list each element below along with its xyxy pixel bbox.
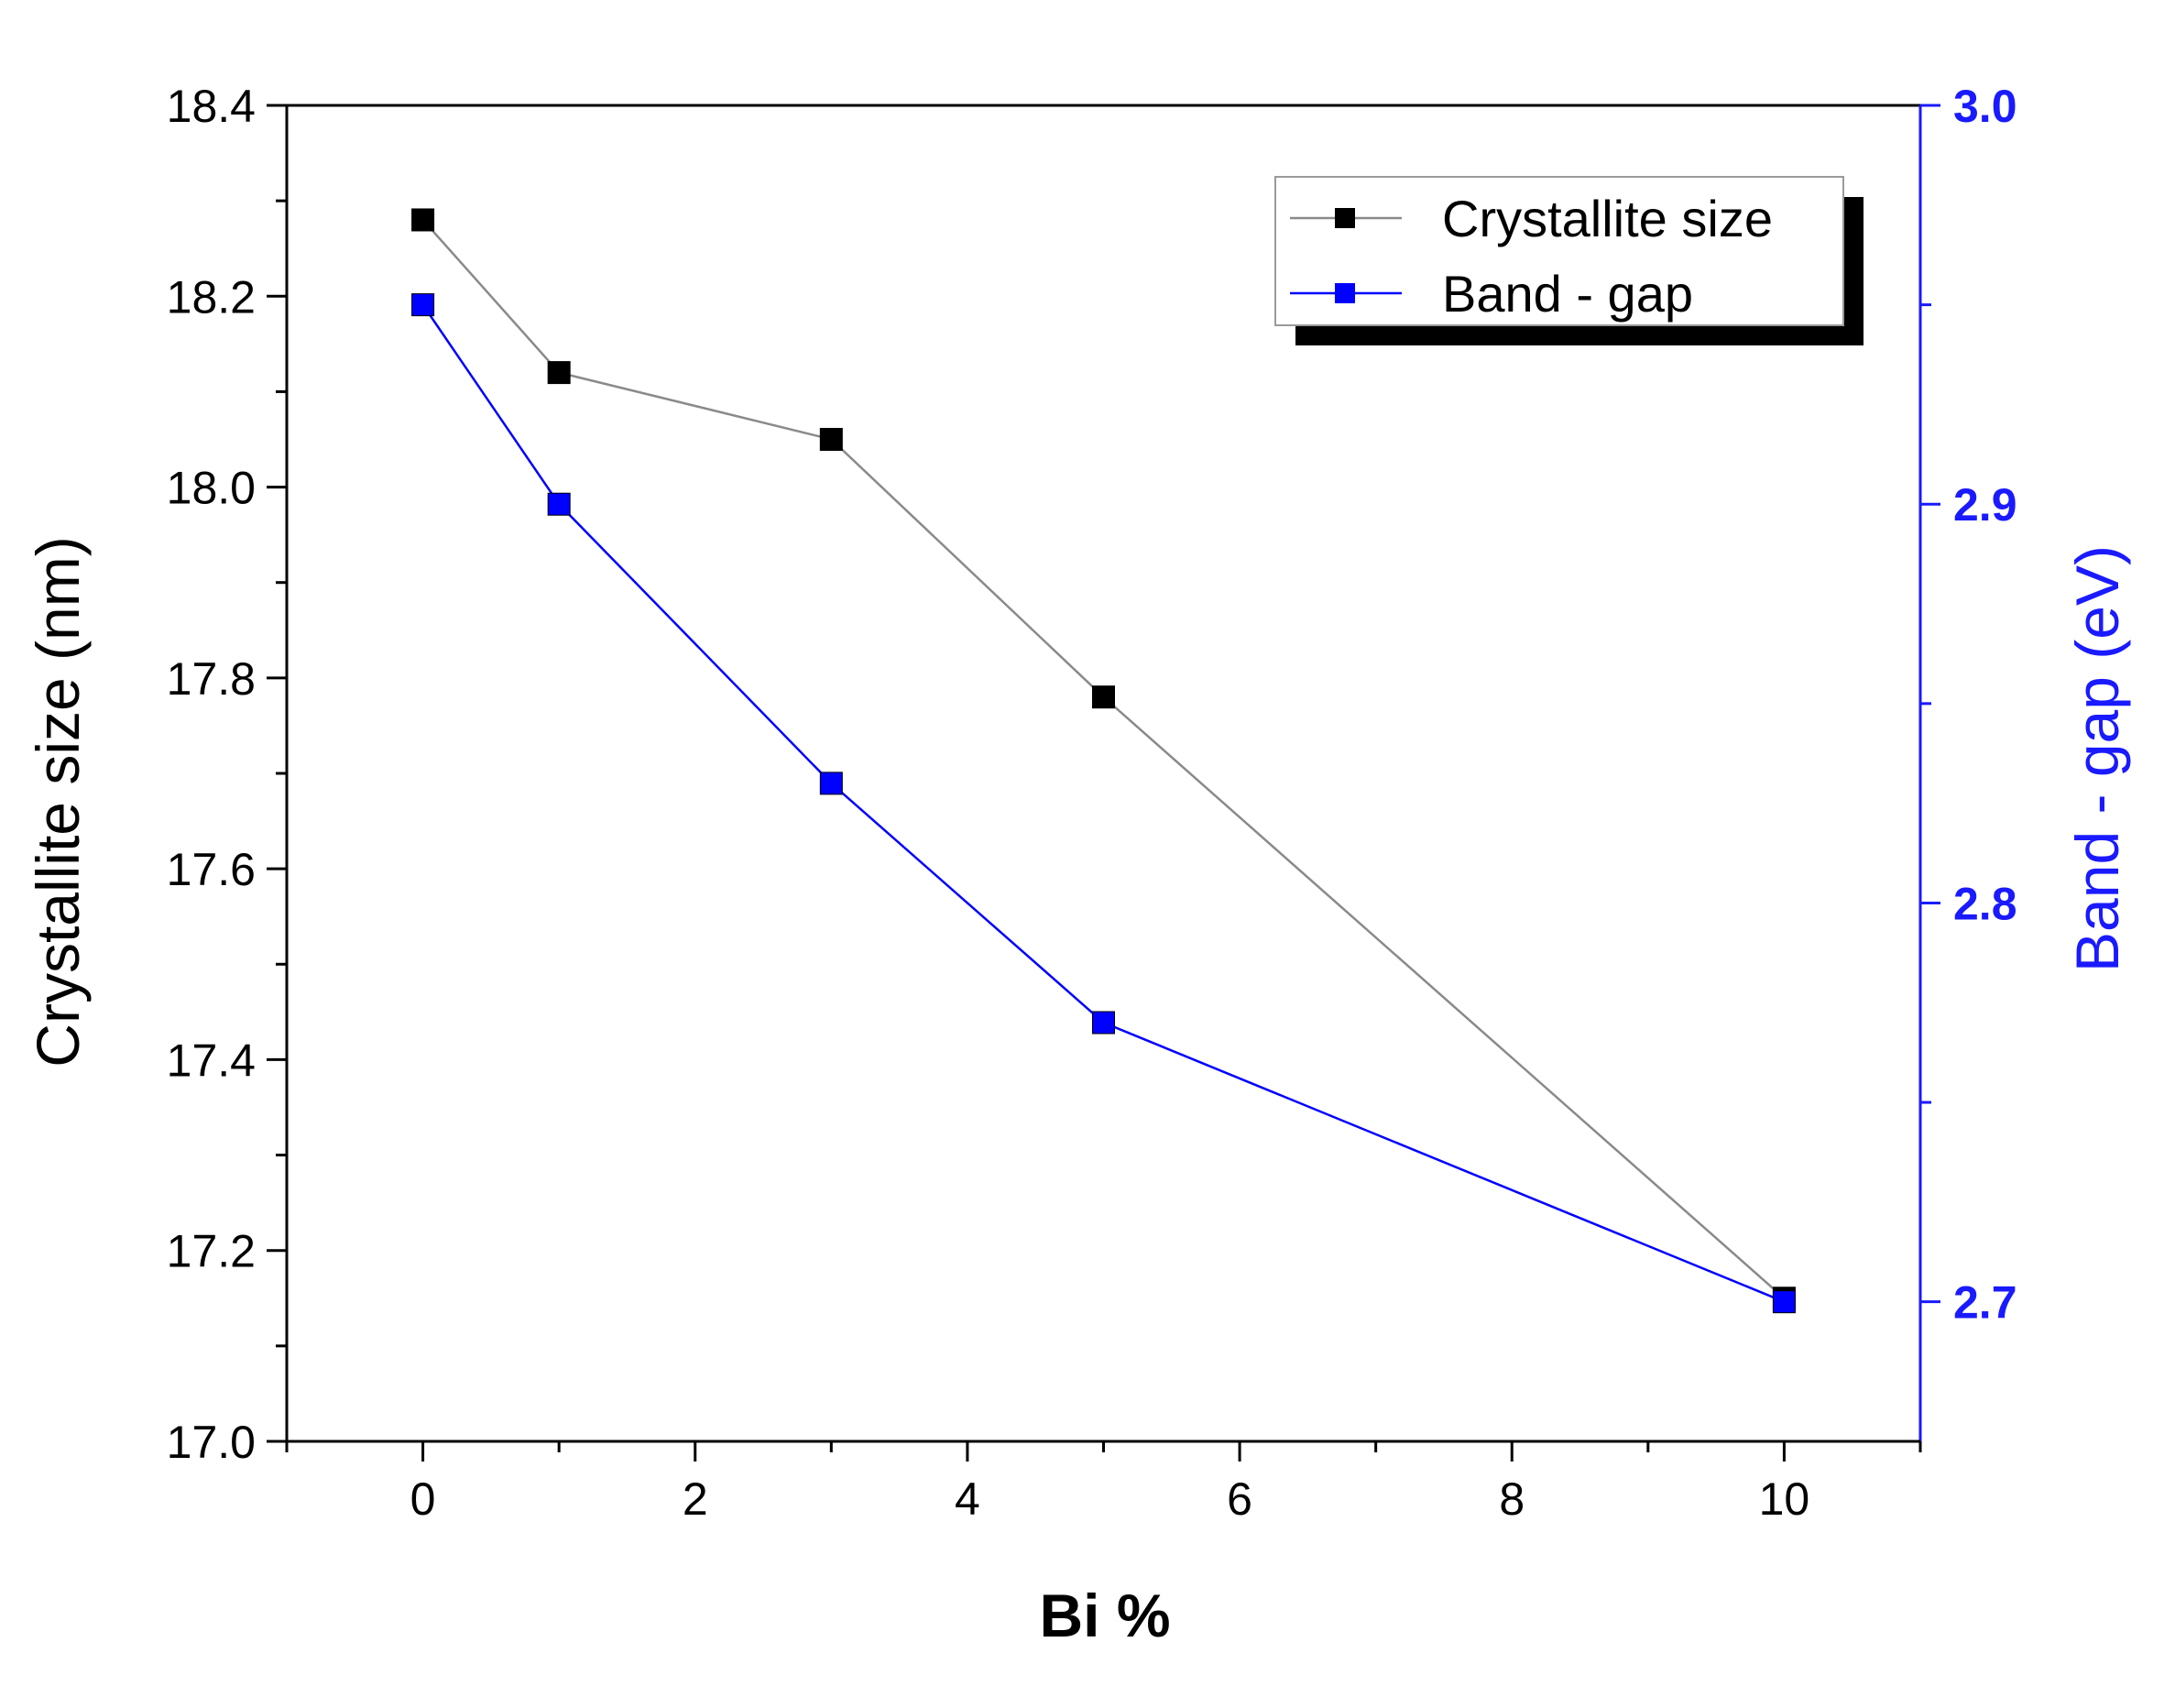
left-tick-label: 17.8 — [167, 653, 256, 705]
right-y-axis: 2.7 2.8 2.9 3.0 — [1918, 81, 2017, 1441]
band-gap-marker — [819, 772, 843, 795]
legend-box — [1274, 176, 1844, 326]
left-tick-label: 17.0 — [167, 1417, 256, 1468]
band-gap-marker — [1772, 1290, 1796, 1314]
right-tick-label: 2.9 — [1953, 479, 2017, 531]
x-tick-label: 8 — [1499, 1473, 1525, 1525]
left-y-axis-title: Crystallite size (nm) — [24, 536, 92, 1067]
crystallite-size-marker — [1092, 685, 1115, 709]
left-tick-label: 18.0 — [167, 463, 256, 514]
crystallite-size-marker — [819, 428, 843, 451]
left-tick-label: 18.2 — [167, 271, 256, 323]
x-tick-label: 2 — [683, 1473, 708, 1525]
band-gap-marker — [547, 492, 571, 516]
x-tick-label: 0 — [410, 1473, 436, 1525]
x-axis: 0 2 4 6 8 10 — [285, 1440, 1922, 1525]
legend-crystallite-size-label: Crystallite size — [1442, 190, 1773, 247]
right-y-axis-title: Band - gap (eV) — [2063, 545, 2131, 972]
right-tick-label: 2.8 — [1953, 878, 2017, 929]
left-tick-label: 17.4 — [167, 1035, 256, 1086]
x-tick-label: 10 — [1759, 1473, 1810, 1525]
left-tick-label: 17.2 — [167, 1226, 256, 1277]
right-tick-label: 3.0 — [1953, 81, 2017, 132]
x-tick-label: 4 — [955, 1473, 980, 1525]
legend-crystallite-size-marker — [1335, 208, 1355, 228]
legend-band-gap-marker — [1335, 283, 1355, 303]
left-y-axis: 17.0 17.2 17.4 17.6 17.8 18.0 18.2 18.4 — [167, 81, 289, 1468]
crystallite-size-marker — [411, 208, 435, 232]
left-tick-label: 17.6 — [167, 844, 256, 895]
legend-band-gap-label: Band - gap — [1442, 265, 1693, 323]
series-group — [411, 208, 1796, 1314]
x-tick-label: 6 — [1227, 1473, 1252, 1525]
left-tick-label: 18.4 — [167, 81, 256, 132]
right-tick-label: 2.7 — [1953, 1277, 2017, 1329]
band-gap-marker — [1092, 1011, 1115, 1035]
band-gap-line — [421, 303, 1785, 1303]
x-axis-title: Bi % — [1039, 1582, 1170, 1649]
crystallite-size-marker — [547, 361, 571, 385]
band-gap-marker — [411, 293, 435, 317]
crystallite-size-line — [421, 219, 1786, 1299]
legend: Crystallite size Band - gap — [1274, 176, 1864, 345]
